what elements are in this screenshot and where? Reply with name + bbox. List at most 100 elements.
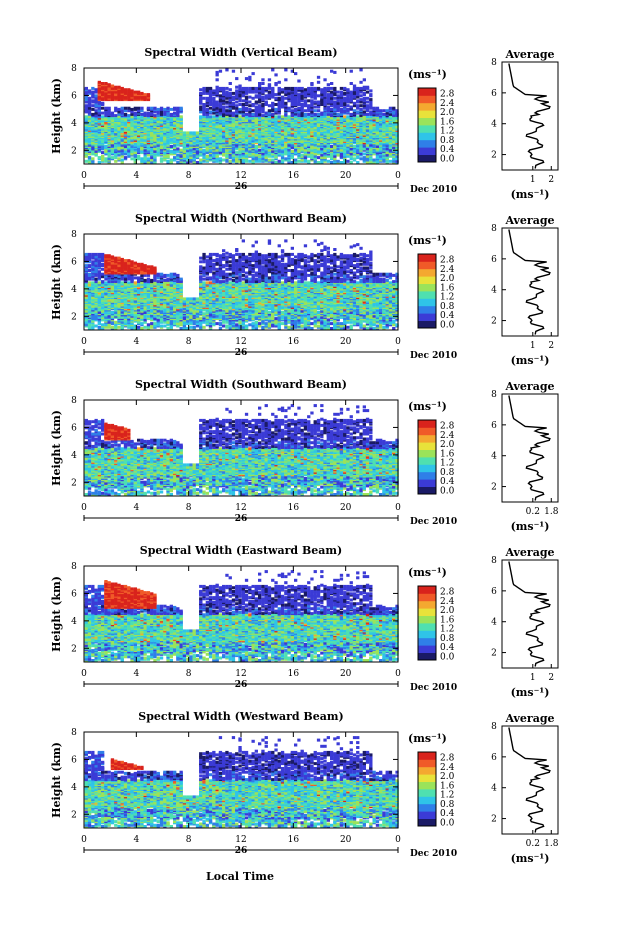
heatmap-cell bbox=[343, 96, 347, 100]
colorbar-swatch bbox=[418, 102, 436, 111]
heatmap-cell bbox=[94, 257, 98, 261]
heatmap-cell bbox=[235, 106, 239, 110]
heatmap-cell bbox=[303, 109, 308, 113]
heatmap-cell bbox=[352, 145, 357, 148]
heatmap-cell bbox=[330, 161, 334, 164]
heatmap-cell bbox=[280, 115, 285, 119]
heatmap-cell bbox=[150, 106, 154, 110]
heatmap-cell bbox=[352, 157, 357, 161]
heatmap-cell bbox=[316, 161, 321, 164]
heatmap-cell bbox=[238, 99, 242, 103]
heatmap-cell bbox=[202, 148, 206, 152]
heatmap-cell bbox=[137, 109, 141, 113]
heatmap-cell bbox=[369, 115, 373, 119]
heatmap-cell bbox=[241, 147, 245, 151]
heatmap-cell bbox=[261, 98, 265, 102]
y-tick-label: 2 bbox=[71, 146, 77, 156]
heatmap-cell bbox=[117, 325, 121, 329]
heatmap-cell bbox=[107, 152, 111, 156]
heatmap-cell bbox=[241, 159, 245, 163]
heatmap-cell bbox=[307, 115, 311, 119]
heatmap-cell bbox=[114, 148, 118, 152]
heatmap-cell bbox=[205, 89, 209, 93]
heatmap-cell bbox=[388, 112, 393, 116]
heatmap-cell bbox=[101, 145, 105, 148]
heatmap-cell bbox=[330, 154, 334, 158]
heatmap-cell bbox=[94, 277, 98, 281]
heatmap-cell bbox=[91, 152, 95, 156]
heatmap-cell bbox=[114, 109, 118, 113]
heatmap-cell bbox=[362, 156, 366, 160]
heatmap-cell bbox=[313, 100, 317, 104]
heatmap-cell bbox=[84, 91, 88, 95]
heatmap-cell bbox=[212, 151, 216, 155]
heatmap-cell bbox=[375, 145, 380, 148]
heatmap-cell bbox=[84, 272, 88, 276]
heatmap-cell bbox=[91, 112, 95, 116]
heatmap-cell bbox=[392, 106, 396, 110]
heatmap-cell bbox=[277, 104, 281, 108]
heatmap-cell bbox=[294, 99, 298, 103]
heatmap-cell bbox=[117, 311, 121, 314]
heatmap-cell bbox=[362, 91, 366, 95]
heatmap-cell bbox=[382, 109, 386, 113]
heatmap-cell bbox=[225, 90, 229, 94]
heatmap-cell bbox=[110, 156, 115, 160]
heatmap-cell bbox=[101, 262, 105, 266]
heatmap-cell bbox=[336, 94, 340, 98]
heatmap-cell bbox=[123, 315, 128, 319]
heatmap-cell bbox=[267, 115, 272, 119]
heatmap-cell bbox=[395, 154, 399, 158]
heatmap-cell bbox=[395, 111, 399, 115]
heatmap-cell bbox=[339, 161, 344, 164]
heatmap-cell bbox=[258, 110, 262, 114]
heatmap-cell bbox=[339, 104, 344, 108]
heatmap-cell bbox=[300, 89, 304, 93]
heatmap-cell bbox=[120, 257, 124, 261]
heatmap-cell bbox=[130, 145, 134, 148]
heatmap-cell bbox=[91, 255, 95, 259]
heatmap-cell bbox=[320, 95, 324, 99]
heatmap-cell bbox=[258, 94, 262, 98]
heatmap-cell bbox=[346, 104, 350, 108]
heatmap-cell bbox=[369, 143, 373, 147]
heatmap-cell bbox=[349, 82, 353, 85]
heatmap-cell bbox=[251, 161, 255, 164]
heatmap-cell bbox=[336, 90, 340, 94]
heatmap-cell bbox=[101, 101, 105, 105]
heatmap-cell bbox=[316, 100, 321, 104]
heatmap-cell bbox=[97, 270, 101, 274]
heatmap-cell bbox=[94, 104, 98, 108]
heatmap-cell bbox=[359, 100, 363, 104]
heatmap-cell bbox=[205, 154, 209, 158]
avg-x-tick-label: 1 bbox=[530, 175, 536, 185]
heatmap-cell bbox=[267, 109, 272, 113]
heatmap-cell bbox=[205, 112, 209, 116]
heatmap-cell bbox=[267, 148, 272, 152]
heatmap-cell bbox=[362, 104, 366, 108]
heatmap-cell bbox=[101, 280, 105, 284]
average-frame bbox=[501, 61, 559, 171]
heatmap-cell bbox=[215, 103, 219, 106]
heatmap-cell bbox=[261, 103, 265, 106]
heatmap-cell bbox=[258, 157, 262, 161]
heatmap-cell bbox=[316, 94, 321, 98]
heatmap-cell bbox=[127, 88, 131, 92]
heatmap-cell bbox=[94, 143, 98, 147]
heatmap-cell bbox=[130, 89, 134, 93]
heatmap-cell bbox=[97, 252, 101, 256]
heatmap-cell bbox=[346, 149, 350, 153]
heatmap-cell bbox=[133, 90, 137, 94]
heatmap-cell bbox=[395, 157, 399, 161]
heatmap-cell bbox=[120, 277, 124, 281]
heatmap-cell bbox=[120, 281, 124, 285]
heatmap-cell bbox=[320, 93, 324, 97]
heatmap-cell bbox=[186, 158, 190, 162]
heatmap-cell bbox=[146, 111, 151, 115]
heatmap-cell bbox=[349, 90, 353, 94]
heatmap-cell bbox=[382, 115, 386, 119]
heatmap-cell bbox=[267, 104, 272, 108]
heatmap-cell bbox=[271, 107, 275, 111]
heatmap-cell bbox=[235, 157, 239, 161]
heatmap-cell bbox=[264, 100, 268, 104]
